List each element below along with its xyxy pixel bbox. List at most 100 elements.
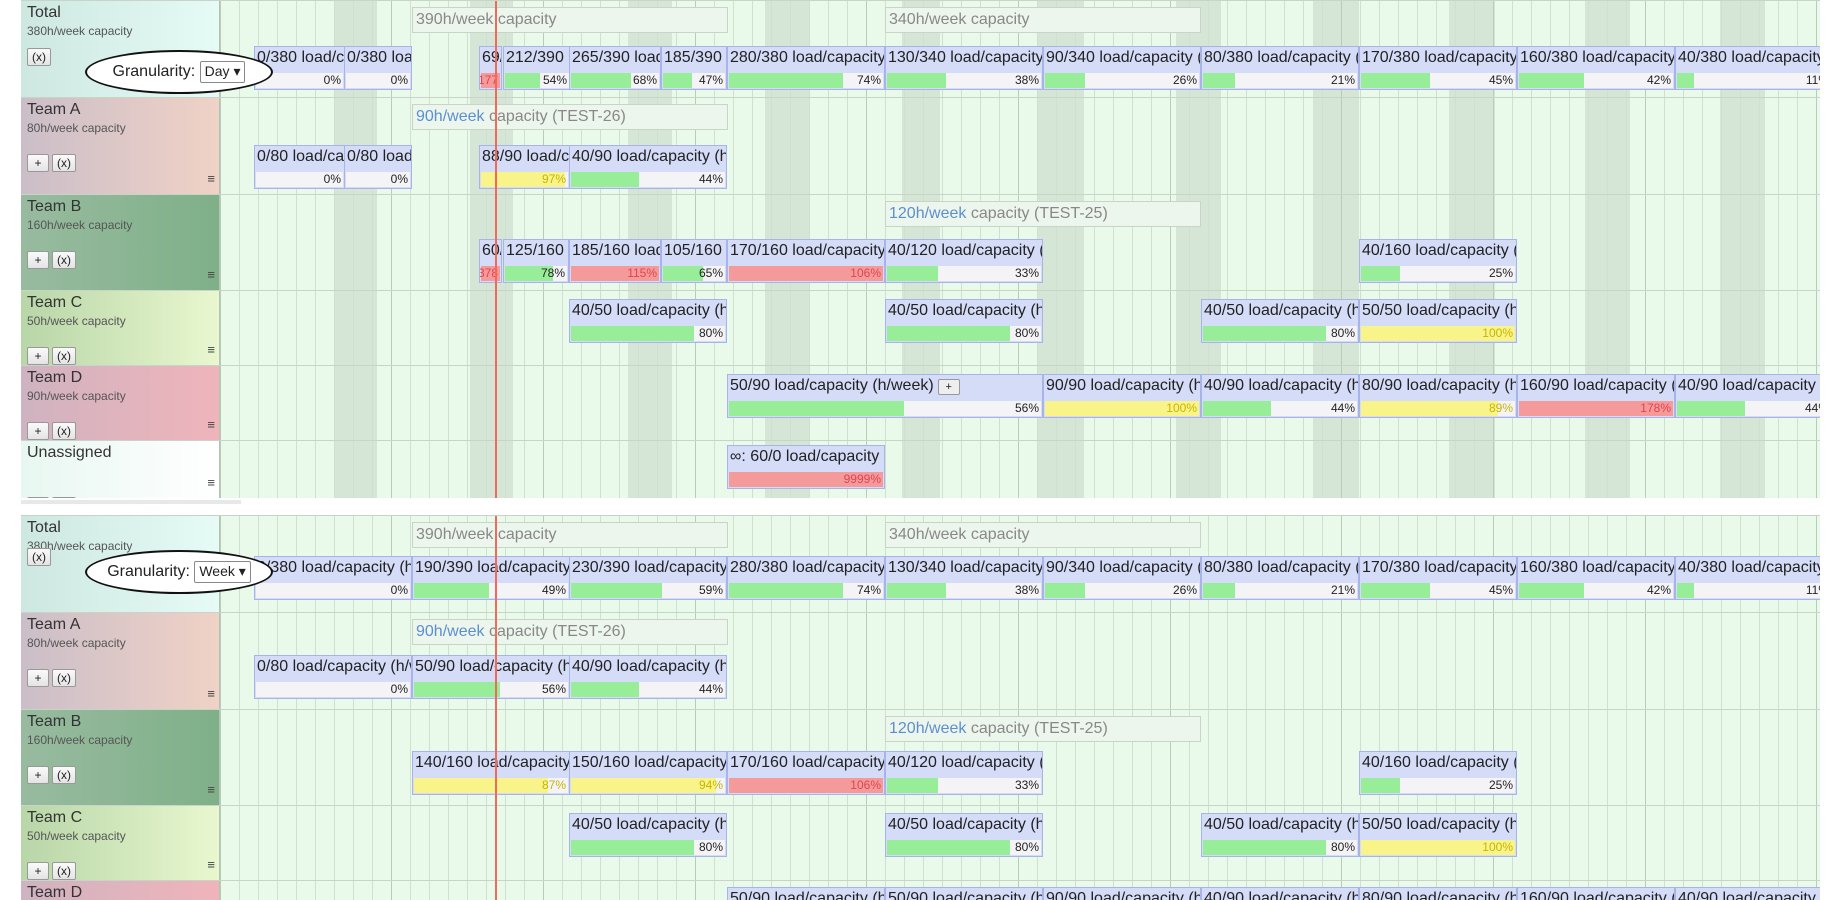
menu-icon[interactable]: ≡ xyxy=(207,782,215,797)
add-button[interactable]: + xyxy=(27,497,49,498)
remove-button[interactable]: (x) xyxy=(52,347,76,365)
remove-button[interactable]: (x) xyxy=(52,251,76,269)
load-block[interactable]: 40/380 load/capacity (h/week) 11% xyxy=(1675,556,1820,600)
add-button[interactable]: + xyxy=(27,862,49,880)
load-block[interactable]: 185/390 load/capacity 47% xyxy=(661,46,727,90)
load-block[interactable]: 160/380 load/capacity (h/week) 42% xyxy=(1517,46,1675,90)
load-block[interactable]: 160/90 load/capacity (h/week) xyxy=(1517,887,1675,900)
load-block[interactable]: 40/120 load/capacity (h/week) 33% xyxy=(885,239,1043,283)
load-block[interactable]: 60/378 xyxy=(479,239,502,283)
load-block[interactable]: 40/90 load/capacity (h/week) 44% xyxy=(569,145,727,189)
capacity-link[interactable]: 90h/week xyxy=(416,623,485,640)
load-block[interactable]: 170/160 load/capacity (h/week) 106% xyxy=(727,751,885,795)
add-button[interactable]: + xyxy=(27,251,49,269)
load-block[interactable]: 50/90 load/capacity (h/week) + 56% xyxy=(727,374,1043,418)
capacity-period[interactable]: 90h/week capacity (TEST-26) xyxy=(412,104,728,130)
load-block[interactable]: 0/380 load/capacity (h/week) 0% xyxy=(344,46,412,90)
load-block[interactable]: 90/90 load/capacity (h/week) 100% xyxy=(1043,374,1201,418)
capacity-link[interactable]: 90h/week xyxy=(416,108,485,125)
load-block[interactable]: 280/380 load/capacity (h/week) 74% xyxy=(727,46,885,90)
load-block[interactable]: 69/177 xyxy=(479,46,502,90)
load-block[interactable]: 90/340 load/capacity (h/week) 26% xyxy=(1043,556,1201,600)
load-block[interactable]: 170/160 load/capacity (h/week) 106% xyxy=(727,239,885,283)
load-block[interactable]: 190/390 load/capacity (h/week) 49% xyxy=(412,556,570,600)
load-block[interactable]: 0/380 load/capacity (h/week) 0% xyxy=(254,556,412,600)
horizontal-scrollbar[interactable] xyxy=(21,500,241,504)
load-block[interactable]: 0/380 load/capacity (h/week) 0% xyxy=(254,46,345,90)
load-block[interactable]: 40/90 load/capacity (h/week) 44% xyxy=(1675,374,1820,418)
load-block[interactable]: 80/90 load/capacity (h/week) xyxy=(1359,887,1517,900)
load-block[interactable]: 185/160 load/capacity 115% xyxy=(569,239,661,283)
load-block[interactable]: 140/160 load/capacity (h/week) 87% xyxy=(412,751,570,795)
remove-button[interactable]: (x) xyxy=(52,862,76,880)
load-block[interactable]: 40/160 load/capacity (h/week) 25% xyxy=(1359,239,1517,283)
load-block[interactable]: 125/160 load/capacity 78% xyxy=(503,239,569,283)
load-block[interactable]: 40/380 load/capacity (h/week) 11% xyxy=(1675,46,1820,90)
remove-button[interactable]: (x) xyxy=(52,497,76,498)
load-block[interactable]: 40/90 load/capacity (h/week) xyxy=(1675,887,1820,900)
load-block[interactable]: 90/90 load/capacity (h/week) xyxy=(1043,887,1201,900)
remove-button[interactable]: (x) xyxy=(52,669,76,687)
capacity-period[interactable]: 340h/week capacity xyxy=(885,522,1201,548)
remove-button[interactable]: (x) xyxy=(52,766,76,784)
load-block[interactable]: 80/90 load/capacity (h/week) 89% xyxy=(1359,374,1517,418)
menu-icon[interactable]: ≡ xyxy=(207,267,215,282)
add-button[interactable]: + xyxy=(27,669,49,687)
load-block[interactable]: 40/50 load/capacity (h/week) 80% xyxy=(569,813,727,857)
add-button[interactable]: + xyxy=(937,379,960,395)
load-block[interactable]: ∞: 60/0 load/capacity 9999% xyxy=(727,445,885,489)
load-block[interactable]: 40/120 load/capacity (h/week) 33% xyxy=(885,751,1043,795)
remove-button[interactable]: (x) xyxy=(27,548,51,566)
remove-button[interactable]: (x) xyxy=(52,154,76,172)
load-block[interactable]: 160/90 load/capacity (h/week) 178% xyxy=(1517,374,1675,418)
load-block[interactable]: 0/80 load/capacity (h/week) 0% xyxy=(254,145,345,189)
load-block[interactable]: 40/90 load/capacity (h/week) 44% xyxy=(1201,374,1359,418)
capacity-period[interactable]: 120h/week capacity (TEST-25) xyxy=(885,201,1201,227)
load-block[interactable]: 40/50 load/capacity (h/week) 80% xyxy=(569,299,727,343)
load-block[interactable]: 160/380 load/capacity (h/week) 42% xyxy=(1517,556,1675,600)
add-button[interactable]: + xyxy=(27,422,49,440)
load-block[interactable]: 40/50 load/capacity (h/week) 80% xyxy=(1201,813,1359,857)
add-button[interactable]: + xyxy=(27,347,49,365)
load-block[interactable]: 130/340 load/capacity (h/week) 38% xyxy=(885,556,1043,600)
load-block[interactable]: 40/90 load/capacity (h/week) 44% xyxy=(569,655,727,699)
load-block[interactable]: 50/50 load/capacity (h/week) 100% xyxy=(1359,813,1517,857)
load-block[interactable]: 40/160 load/capacity (h/week) 25% xyxy=(1359,751,1517,795)
menu-icon[interactable]: ≡ xyxy=(207,417,215,432)
load-block[interactable]: 170/380 load/capacity (h/week) 45% xyxy=(1359,46,1517,90)
load-block[interactable]: 105/160 load/capacity 65% xyxy=(661,239,727,283)
capacity-period[interactable]: 390h/week capacity xyxy=(412,522,728,548)
menu-icon[interactable]: ≡ xyxy=(207,857,215,872)
load-block[interactable]: 90/340 load/capacity (h/week) 26% xyxy=(1043,46,1201,90)
load-block[interactable]: 170/380 load/capacity (h/week) 45% xyxy=(1359,556,1517,600)
remove-button[interactable]: (x) xyxy=(52,422,76,440)
load-block[interactable]: 50/90 load/capacity (h/week) xyxy=(727,887,885,900)
load-block[interactable]: 212/390 load/capacity 54% xyxy=(503,46,571,90)
load-block[interactable]: 280/380 load/capacity (h/week) 74% xyxy=(727,556,885,600)
remove-button[interactable]: (x) xyxy=(27,48,51,66)
menu-icon[interactable]: ≡ xyxy=(207,342,215,357)
capacity-link[interactable]: 120h/week xyxy=(889,205,967,222)
load-block[interactable]: 50/50 load/capacity (h/week) 100% xyxy=(1359,299,1517,343)
load-block[interactable]: 265/390 load/capacity 68% xyxy=(569,46,661,90)
load-block[interactable]: 0/80 load/capacity (h/week) 0% xyxy=(254,655,412,699)
granularity-select[interactable]: Week ▾ xyxy=(194,560,251,583)
load-block[interactable]: 50/90 load/capacity (h/week) 56% xyxy=(412,655,570,699)
load-block[interactable]: 80/380 load/capacity (h/week) 21% xyxy=(1201,556,1359,600)
load-block[interactable]: 80/380 load/capacity (h/week) 21% xyxy=(1201,46,1359,90)
menu-icon[interactable]: ≡ xyxy=(207,475,215,490)
add-button[interactable]: + xyxy=(27,766,49,784)
add-button[interactable]: + xyxy=(27,154,49,172)
capacity-period[interactable]: 340h/week capacity xyxy=(885,7,1201,33)
load-block[interactable]: 40/90 load/capacity (h/week) xyxy=(1201,887,1359,900)
load-block[interactable]: 0/80 load/capacity (h/week) 0% xyxy=(344,145,412,189)
menu-icon[interactable]: ≡ xyxy=(207,686,215,701)
load-block[interactable]: 40/50 load/capacity (h/week) 80% xyxy=(885,813,1043,857)
capacity-period[interactable]: 90h/week capacity (TEST-26) xyxy=(412,619,728,645)
granularity-select[interactable]: Day ▾ xyxy=(199,60,246,83)
capacity-period[interactable]: 390h/week capacity xyxy=(412,7,728,33)
load-block[interactable]: 50/90 load/capacity (h/week) xyxy=(885,887,1043,900)
load-block[interactable]: 88/90 load/capacity 97% xyxy=(479,145,570,189)
load-block[interactable]: 40/50 load/capacity (h/week) 80% xyxy=(1201,299,1359,343)
capacity-link[interactable]: 120h/week xyxy=(889,720,967,737)
